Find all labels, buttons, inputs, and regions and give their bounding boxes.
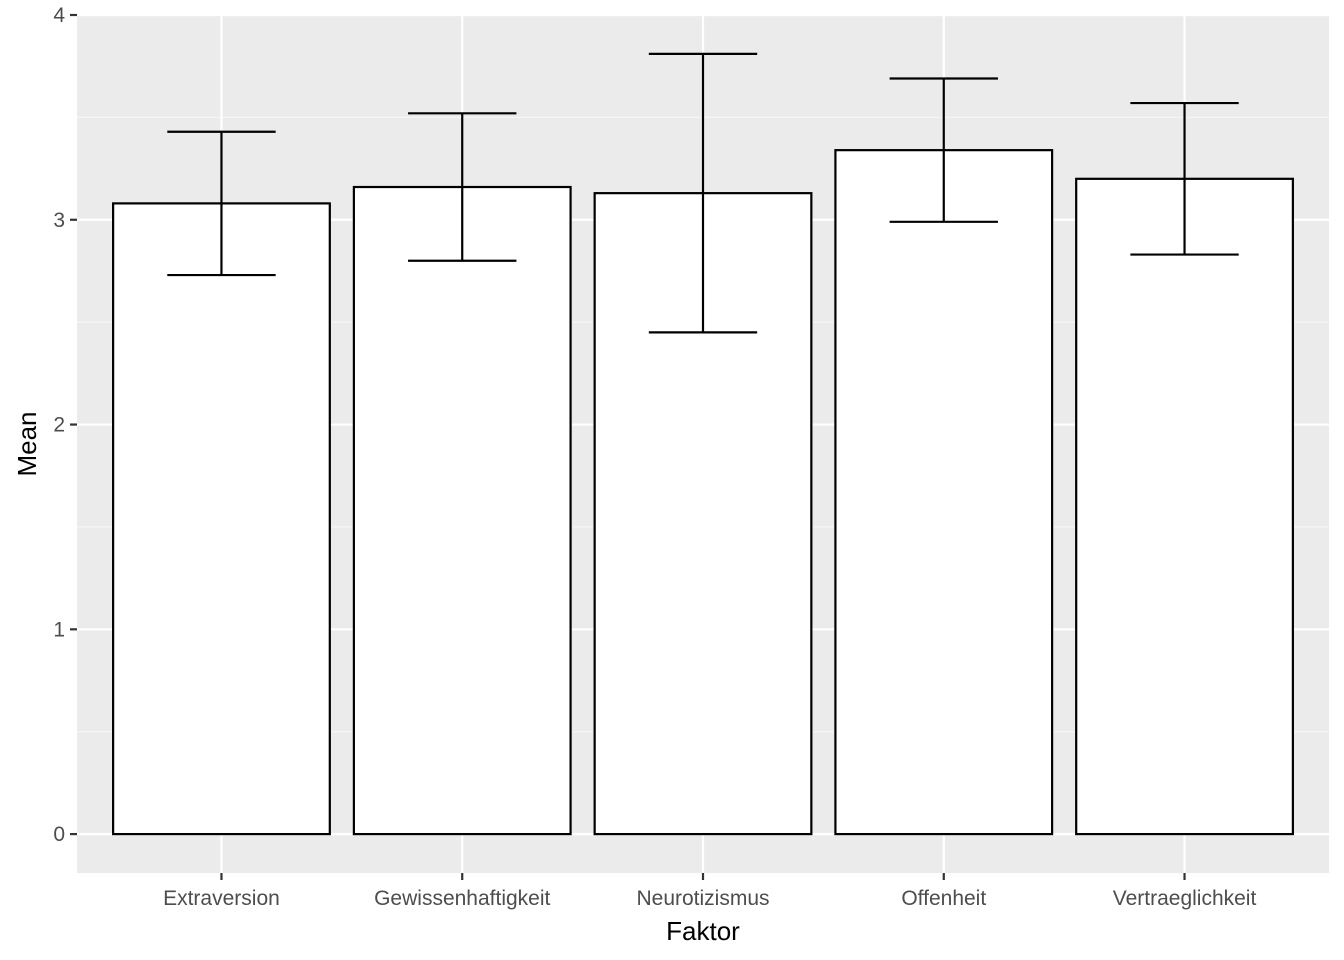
bar (112, 202, 331, 836)
x-tick-label: Vertraeglichkeit (1113, 887, 1257, 910)
bar (352, 185, 572, 836)
bar (834, 149, 1054, 836)
y-axis-title: Mean (12, 411, 42, 476)
error-bars (167, 52, 1239, 334)
y-tick-label: 3 (53, 209, 65, 232)
x-tick-label: Gewissenhaftigkeit (374, 887, 550, 910)
x-tick-label: Neurotizismus (636, 887, 769, 910)
x-axis-ticks: Extraversion Gewissenhaftigkeit Neurotizis… (163, 873, 1256, 910)
x-axis-title: Faktor (666, 916, 740, 946)
y-tick-label: 1 (53, 618, 65, 641)
y-tick-label: 2 (53, 414, 65, 437)
y-tick-label: 4 (53, 4, 65, 27)
y-axis-ticks: 0 1 2 3 4 (53, 4, 77, 846)
x-tick-label: Offenheit (901, 887, 986, 910)
y-tick-label: 0 (53, 823, 65, 846)
bar (1075, 177, 1294, 836)
x-tick-label: Extraversion (163, 887, 280, 910)
bars (112, 149, 1294, 836)
